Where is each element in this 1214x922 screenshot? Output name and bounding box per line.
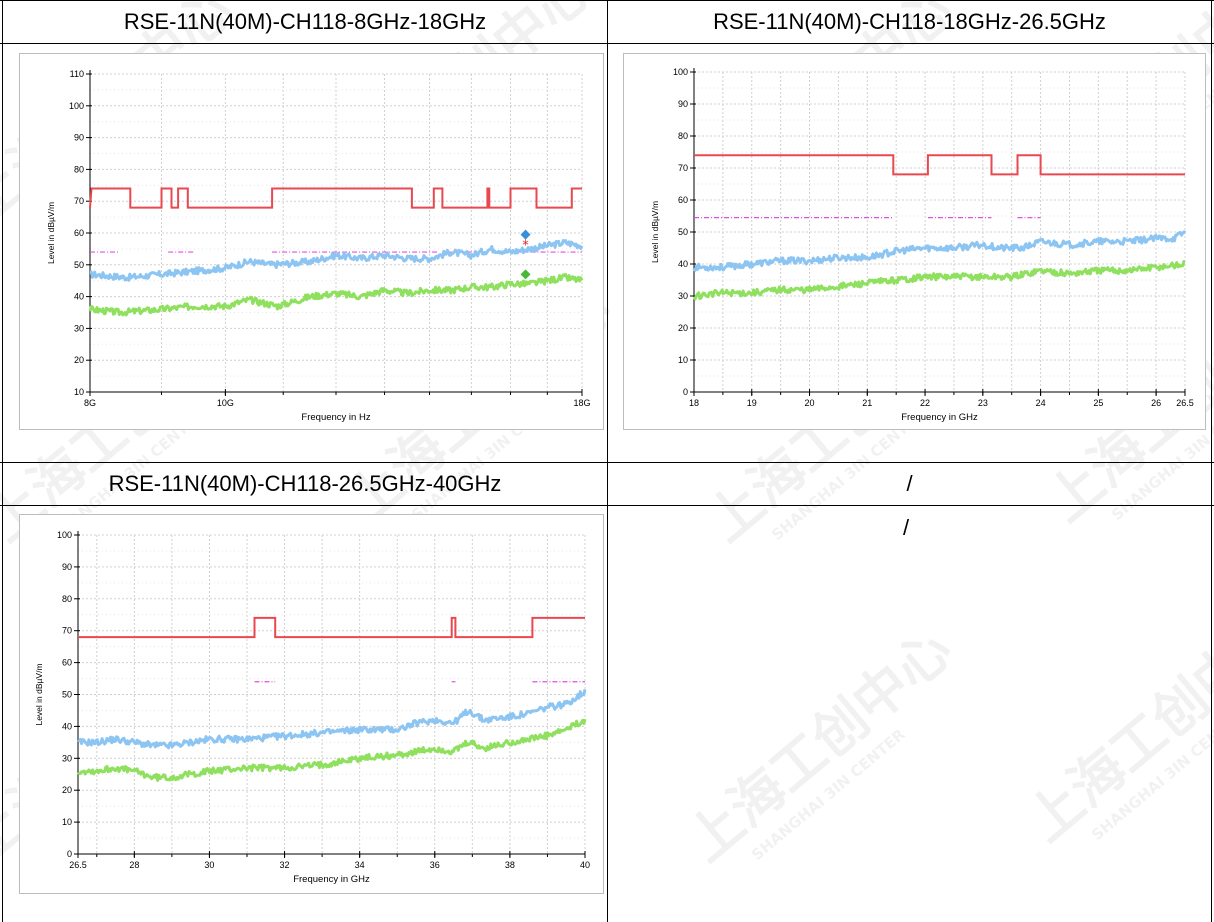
y-axis-label: Level in dBµV/m <box>34 663 44 725</box>
limit-line <box>78 616 585 639</box>
x-tick-label: 32 <box>280 860 290 870</box>
y-tick-label: 20 <box>678 323 688 333</box>
y-tick-label: 70 <box>678 163 688 173</box>
chart-panel-18-26ghz: 0 10 20 30 40 50 60 70 80 90 100 18 19 20 21 22 23 24 25 26… <box>623 53 1206 430</box>
y-tick-label: 0 <box>67 849 72 859</box>
y-tick-label: 90 <box>678 99 688 109</box>
y-tick-label: 80 <box>74 164 84 174</box>
y-tick-label: 30 <box>74 323 84 333</box>
x-tick-label: 10G <box>217 398 234 408</box>
chart-panel-8-18ghz: 10 20 30 40 50 60 70 80 90 100 110 8G 10G 18G Level in… <box>19 53 604 430</box>
y-tick-label: 60 <box>74 228 84 238</box>
y-tick-label: 10 <box>678 355 688 365</box>
limit-line <box>89 187 582 209</box>
header-chart-1: RSE-11N(40M)-CH118-8GHz-18GHz <box>123 9 487 34</box>
x-tick-label: 8G <box>84 398 96 408</box>
y-tick-label: 40 <box>678 259 688 269</box>
x-tick-label: 18 <box>689 398 699 408</box>
y-tick-label: 80 <box>678 131 688 141</box>
x-tick-label: 26 <box>1151 398 1161 408</box>
y-tick-label: 50 <box>678 227 688 237</box>
table-border-left <box>2 0 3 922</box>
x-tick-label: 38 <box>505 860 515 870</box>
x-tick-label: 18G <box>573 398 590 408</box>
x-tick-label: 20 <box>805 398 815 408</box>
star-marker: * <box>522 239 529 254</box>
average-trace <box>77 718 587 782</box>
average-marker <box>520 269 531 280</box>
header-chart-2: RSE-11N(40M)-CH118-18GHz-26.5GHz <box>713 9 1106 34</box>
x-tick-label: 28 <box>129 860 139 870</box>
x-tick-label: 21 <box>862 398 872 408</box>
peak-marker <box>520 229 531 240</box>
x-tick-label: 34 <box>355 860 365 870</box>
y-tick-label: 50 <box>74 260 84 270</box>
x-tick-label: 25 <box>1093 398 1103 408</box>
y-tick-label: 50 <box>62 690 72 700</box>
y-tick-label: 70 <box>74 196 84 206</box>
x-tick-label: 26.5 <box>69 860 87 870</box>
y-tick-label: 80 <box>62 594 72 604</box>
table-border-mid <box>607 0 608 922</box>
x-tick-label: 26.5 <box>1176 398 1194 408</box>
y-tick-label: 0 <box>683 387 688 397</box>
y-tick-label: 60 <box>62 658 72 668</box>
x-tick-label: 23 <box>978 398 988 408</box>
y-axis-label: Level in dBµV/m <box>650 201 660 263</box>
y-tick-label: 10 <box>74 387 84 397</box>
y-tick-label: 20 <box>74 355 84 365</box>
x-tick-label: 30 <box>204 860 214 870</box>
header-chart-3: RSE-11N(40M)-CH118-26.5GHz-40GHz <box>108 471 502 496</box>
x-tick-label: 24 <box>1036 398 1046 408</box>
x-tick-label: 22 <box>920 398 930 408</box>
header-empty: / <box>906 471 913 496</box>
y-tick-label: 30 <box>62 753 72 763</box>
x-axis-label: Frequency in GHz <box>293 874 370 885</box>
y-tick-label: 40 <box>62 721 72 731</box>
y-tick-label: 100 <box>673 67 688 77</box>
y-tick-label: 10 <box>62 817 72 827</box>
chart-panel-26-40ghz: 0 10 20 30 40 50 60 70 80 90 100 26.5 28 30 32 34 36 38 40… <box>19 514 604 894</box>
y-tick-label: 100 <box>69 101 84 111</box>
y-tick-label: 40 <box>74 292 84 302</box>
y-tick-label: 110 <box>70 69 84 79</box>
y-tick-label: 60 <box>678 195 688 205</box>
x-tick-label: 40 <box>580 860 590 870</box>
average-trace <box>692 260 1186 301</box>
y-tick-label: 100 <box>57 530 72 540</box>
x-axis-label: Frequency in Hz <box>301 412 370 423</box>
x-tick-label: 36 <box>430 860 440 870</box>
empty-cell-mark: / <box>903 515 910 540</box>
y-axis-label: Level in dBµV/m <box>46 202 56 264</box>
y-tick-label: 70 <box>62 626 72 636</box>
y-tick-label: 20 <box>62 785 72 795</box>
chart-8-18ghz: 10 20 30 40 50 60 70 80 90 100 110 8G 10G 18G Level in… <box>46 69 591 423</box>
x-tick-label: 19 <box>747 398 757 408</box>
peak-trace <box>77 689 587 750</box>
limit-line <box>694 154 1185 176</box>
chart-26-40ghz: 0 10 20 30 40 50 60 70 80 90 100 26.5 28 30 32 34 36 38 40… <box>34 530 590 885</box>
y-tick-label: 90 <box>74 133 84 143</box>
average-trace <box>88 273 584 317</box>
y-tick-label: 30 <box>678 291 688 301</box>
chart-18-26ghz: 0 10 20 30 40 50 60 70 80 90 100 18 19 20 21 22 23 24 25 26… <box>650 67 1194 423</box>
peak-trace <box>692 229 1187 272</box>
peak-trace <box>89 239 584 282</box>
table-border-right <box>1211 0 1212 922</box>
y-tick-label: 90 <box>62 562 72 572</box>
x-axis-label: Frequency in GHz <box>901 412 978 423</box>
